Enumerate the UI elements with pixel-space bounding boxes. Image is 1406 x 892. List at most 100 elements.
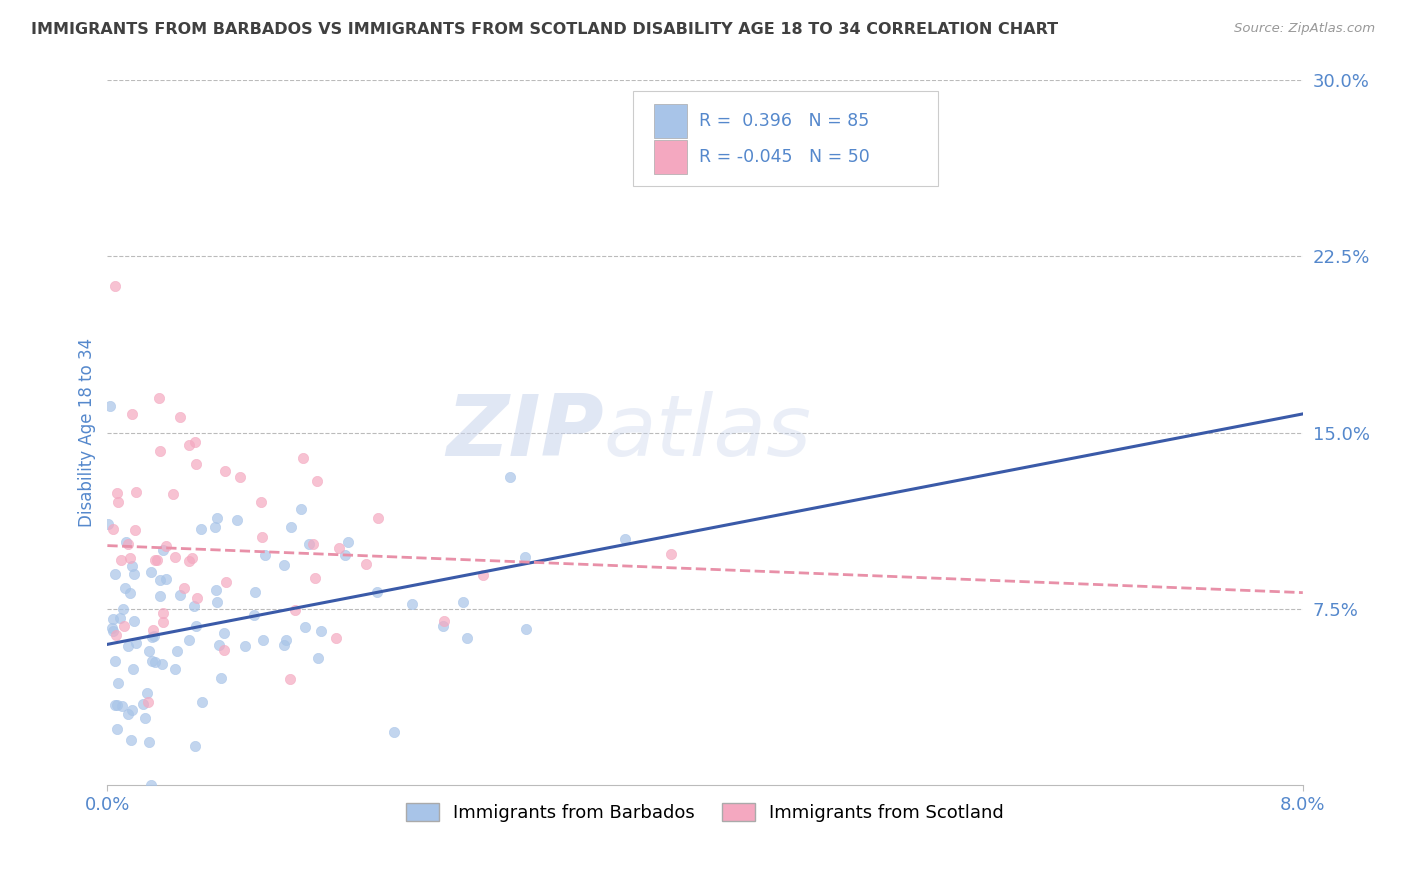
Point <box>141 630 163 644</box>
Point <box>162 487 184 501</box>
Point <box>122 567 145 582</box>
Point <box>274 633 297 648</box>
Point <box>149 589 172 603</box>
Point <box>145 553 167 567</box>
Point <box>273 558 295 572</box>
Text: ZIP: ZIP <box>446 392 603 475</box>
Point <box>309 624 332 639</box>
Point <box>243 585 266 599</box>
Point <box>101 624 124 638</box>
Point <box>304 571 326 585</box>
Point <box>122 614 145 628</box>
Point <box>336 534 359 549</box>
Point <box>105 627 128 641</box>
Point <box>173 581 195 595</box>
Point <box>169 409 191 424</box>
Point <box>101 522 124 536</box>
Point <box>117 706 139 721</box>
Point <box>148 392 170 406</box>
Point <box>103 567 125 582</box>
Point <box>253 548 276 562</box>
Point <box>184 739 207 753</box>
Point <box>284 603 307 617</box>
Point <box>138 694 160 708</box>
Point <box>382 724 405 739</box>
Point <box>233 639 256 653</box>
Point <box>139 566 162 580</box>
Point <box>121 703 143 717</box>
Point <box>305 474 328 488</box>
Point <box>139 779 162 793</box>
Point <box>366 585 388 599</box>
Point <box>112 619 135 633</box>
Point <box>432 619 454 633</box>
Point <box>179 554 201 568</box>
Point <box>149 573 172 587</box>
Point <box>280 520 302 534</box>
Point <box>114 534 136 549</box>
Point <box>111 602 134 616</box>
Point <box>183 599 205 613</box>
Point <box>107 495 129 509</box>
Point <box>179 438 201 452</box>
Point <box>499 470 522 484</box>
Point <box>354 557 377 571</box>
Point <box>214 574 236 589</box>
Point <box>367 511 389 525</box>
Point <box>291 451 314 466</box>
Point <box>107 675 129 690</box>
Point <box>186 591 208 605</box>
Point <box>212 643 235 657</box>
Point <box>226 513 249 527</box>
Point <box>328 541 350 556</box>
Point <box>100 621 122 635</box>
Point <box>169 588 191 602</box>
Point <box>118 585 141 599</box>
Point <box>132 697 155 711</box>
Point <box>205 595 228 609</box>
Point <box>125 636 148 650</box>
FancyBboxPatch shape <box>633 91 938 186</box>
Point <box>229 469 252 483</box>
Point <box>177 633 200 648</box>
Point <box>150 657 173 671</box>
Point <box>121 407 143 421</box>
Point <box>110 553 132 567</box>
Point <box>184 435 207 450</box>
Point <box>307 651 329 665</box>
Point <box>273 638 295 652</box>
Point <box>155 539 177 553</box>
Point <box>205 582 228 597</box>
Text: R =  0.396   N = 85: R = 0.396 N = 85 <box>699 112 869 130</box>
Point <box>212 626 235 640</box>
Point <box>141 654 163 668</box>
Point <box>401 597 423 611</box>
Point <box>155 572 177 586</box>
Point <box>152 543 174 558</box>
Point <box>143 553 166 567</box>
Point <box>191 695 214 709</box>
Point <box>184 457 207 471</box>
Point <box>152 615 174 630</box>
Point <box>250 495 273 509</box>
Legend: Immigrants from Barbados, Immigrants from Scotland: Immigrants from Barbados, Immigrants fro… <box>399 796 1011 830</box>
Point <box>614 532 637 546</box>
Point <box>98 399 121 413</box>
Point <box>472 568 495 582</box>
Point <box>163 549 186 564</box>
Point <box>104 698 127 713</box>
Point <box>166 644 188 658</box>
Point <box>122 662 145 676</box>
Point <box>180 551 202 566</box>
Text: atlas: atlas <box>603 392 811 475</box>
Point <box>108 610 131 624</box>
Point <box>121 559 143 574</box>
Point <box>143 629 166 643</box>
Text: IMMIGRANTS FROM BARBADOS VS IMMIGRANTS FROM SCOTLAND DISABILITY AGE 18 TO 34 COR: IMMIGRANTS FROM BARBADOS VS IMMIGRANTS F… <box>31 22 1059 37</box>
Point <box>105 722 128 736</box>
Point <box>114 582 136 596</box>
Point <box>451 595 474 609</box>
Point <box>433 614 456 628</box>
Point <box>661 547 683 561</box>
Point <box>152 607 174 621</box>
